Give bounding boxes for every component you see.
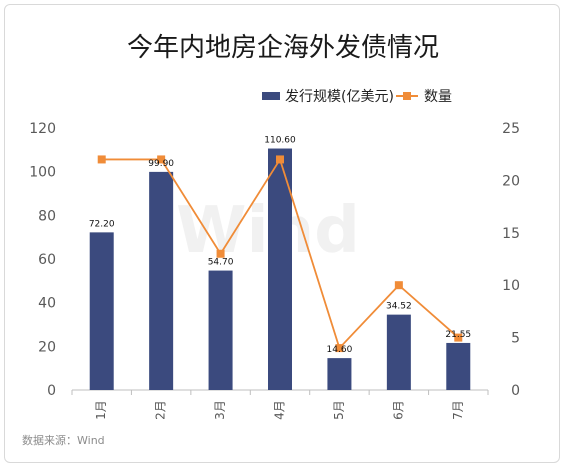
x-tick-label: 4月 — [273, 400, 287, 420]
legend-swatch-bar — [262, 92, 280, 100]
x-tick-label: 6月 — [391, 400, 405, 420]
bar-data-label: 21.55 — [445, 330, 471, 340]
legend-label-scale: 发行规模(亿美元) — [285, 89, 394, 105]
line-series — [97, 155, 463, 353]
bar-series — [89, 148, 471, 390]
x-tick-label: 7月 — [451, 400, 465, 420]
y-right-tick-label: 5 — [511, 331, 520, 347]
bar — [446, 342, 471, 390]
data-labels: 72.20 99.90 54.70 110.60 14.60 34.52 21.55 — [89, 136, 471, 356]
source-note: 数据来源：Wind — [22, 433, 105, 447]
chart-title: 今年内地房企海外发债情况 — [127, 33, 439, 63]
legend: 发行规模(亿美元) 数量 — [262, 89, 452, 105]
count-point — [394, 281, 403, 290]
y-left-tick-label: 120 — [29, 121, 56, 137]
y-left-tick-label: 100 — [29, 165, 56, 181]
count-point — [97, 155, 106, 164]
y-left-tick-label: 0 — [47, 383, 56, 399]
bar — [149, 171, 174, 390]
axes: 0 20 40 60 80 100 120 0 5 10 15 20 25 1月 2月 3月 4月 5月 6月 7月 — [29, 121, 520, 420]
y-left-tick-label: 60 — [38, 252, 56, 268]
bar — [208, 270, 233, 390]
y-left-tick-label: 80 — [38, 208, 56, 224]
x-tick-label: 3月 — [213, 400, 227, 420]
count-point — [454, 333, 463, 342]
count-point — [335, 344, 344, 353]
x-tick-label: 5月 — [332, 400, 346, 420]
bar — [89, 232, 114, 390]
y-right-tick-label: 20 — [502, 173, 520, 189]
y-right-tick-label: 0 — [511, 383, 520, 399]
y-left-tick-label: 20 — [38, 339, 56, 355]
bar — [268, 148, 292, 390]
count-point — [157, 155, 166, 164]
x-tick-label: 1月 — [94, 400, 108, 420]
y-right-tick-label: 10 — [502, 278, 520, 294]
bar — [327, 358, 352, 390]
bar-data-label: 34.52 — [386, 302, 412, 312]
count-point — [216, 249, 225, 258]
bar-data-label: 14.60 — [327, 345, 353, 355]
bar-data-label: 54.70 — [208, 258, 234, 268]
bar-data-label: 99.90 — [148, 159, 174, 169]
x-tick-label: 2月 — [154, 400, 168, 420]
bar-data-label: 72.20 — [89, 219, 115, 229]
y-left-tick-label: 40 — [38, 296, 56, 312]
y-right-tick-label: 25 — [502, 121, 520, 137]
count-point — [276, 155, 284, 164]
legend-swatch-marker — [403, 92, 411, 100]
y-right-tick-label: 15 — [502, 226, 520, 242]
legend-label-count: 数量 — [424, 89, 452, 105]
bar — [386, 314, 411, 390]
bar-data-label: 110.60 — [264, 136, 296, 146]
